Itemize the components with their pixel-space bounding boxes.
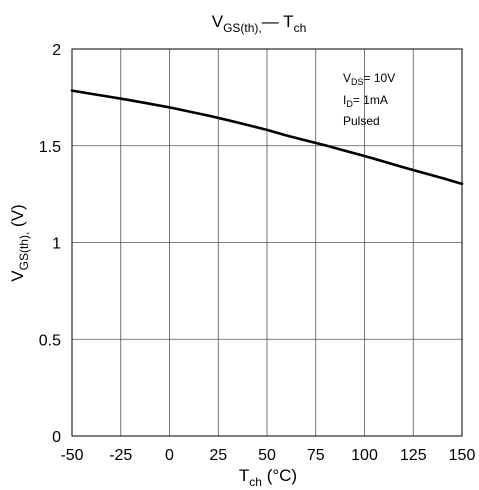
x-tick-label: 100 (351, 447, 378, 464)
annotation-id-rest: = 1mA (353, 93, 388, 107)
x-tick-label: -25 (109, 447, 132, 464)
annotation-id: ID= 1mA (343, 93, 388, 109)
chart-title: VGS(th),— Tch (212, 12, 307, 35)
x-axis-label-sub: ch (249, 475, 262, 489)
x-tick-labels: -50 -25 0 25 50 75 100 125 150 (60, 447, 475, 464)
y-tick-label: 0.5 (39, 332, 61, 349)
chart-title-rest: — T (262, 12, 294, 31)
annotation-vds-main: V (343, 71, 351, 85)
annotation-vds-sub: DS (351, 77, 364, 87)
y-axis-label-main: V (8, 270, 27, 282)
chart-title-sub2: ch (294, 21, 307, 35)
annotation-id-main: I (343, 93, 346, 107)
y-axis-label-sub: GS(th), (17, 232, 31, 271)
y-tick-label: 1 (52, 236, 61, 253)
y-axis-label: VGS(th), (V) (8, 204, 31, 281)
annotation-id-sub: D (346, 99, 353, 109)
chart-title-sub: GS(th), (223, 21, 262, 35)
x-tick-label: 25 (209, 447, 227, 464)
x-tick-label: 75 (307, 447, 325, 464)
y-tick-label: 1.5 (39, 139, 61, 156)
series-layer (70, 89, 464, 186)
chart-title-main: V (212, 12, 224, 31)
x-tick-label: 50 (258, 447, 276, 464)
annotation-pulsed: Pulsed (343, 114, 380, 128)
x-tick-label: 150 (449, 447, 476, 464)
y-tick-label: 0 (52, 429, 61, 446)
x-axis-label: Tch (°C) (239, 466, 297, 489)
annotation-vds-rest: = 10V (364, 71, 396, 85)
plot-frame (71, 48, 463, 437)
y-tick-labels: 0 0.5 1 1.5 2 (39, 42, 61, 446)
y-axis-label-rest: (V) (8, 204, 27, 231)
x-axis-label-main: T (239, 466, 249, 485)
x-tick-label: 0 (165, 447, 174, 464)
test-conditions: VDS= 10V ID= 1mA Pulsed (343, 71, 395, 128)
x-axis-label-rest: (°C) (262, 466, 297, 485)
vgs-th-curve (70, 89, 464, 186)
x-tick-label: 125 (400, 447, 427, 464)
y-tick-label: 2 (52, 42, 61, 59)
grid-lines (71, 48, 463, 437)
x-tick-label: -50 (60, 447, 83, 464)
annotation-vds: VDS= 10V (343, 71, 395, 87)
